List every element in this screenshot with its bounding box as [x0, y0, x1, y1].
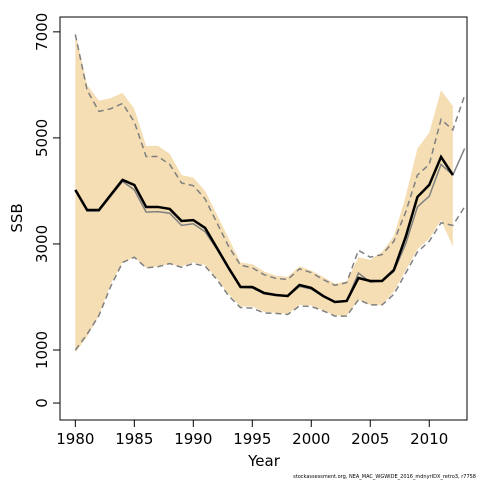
x-tick-label: 1995 [233, 430, 271, 448]
x-tick-label: 2000 [292, 430, 330, 448]
y-tick-label: 7000 [33, 13, 51, 51]
x-axis-label: Year [247, 452, 281, 470]
x-tick-label: 2005 [351, 430, 389, 448]
x-tick-label: 1990 [174, 430, 212, 448]
x-tick-label: 1985 [115, 430, 153, 448]
y-axis-label: SSB [8, 203, 26, 232]
y-tick-label: 1000 [33, 331, 51, 369]
plot-frame [59, 16, 468, 421]
line [74, 154, 454, 304]
confidence-band [75, 31, 453, 353]
y-tick-label: 0 [33, 398, 51, 408]
line [74, 206, 466, 351]
x-tick-label: 2010 [410, 430, 448, 448]
x-tick-label: 1980 [56, 430, 94, 448]
y-tick-label: 5000 [33, 119, 51, 157]
y-tick-label: 3000 [33, 225, 51, 263]
footnote: stockassessment.org, NEA_MAC_WGWIDE_2016… [293, 474, 476, 480]
